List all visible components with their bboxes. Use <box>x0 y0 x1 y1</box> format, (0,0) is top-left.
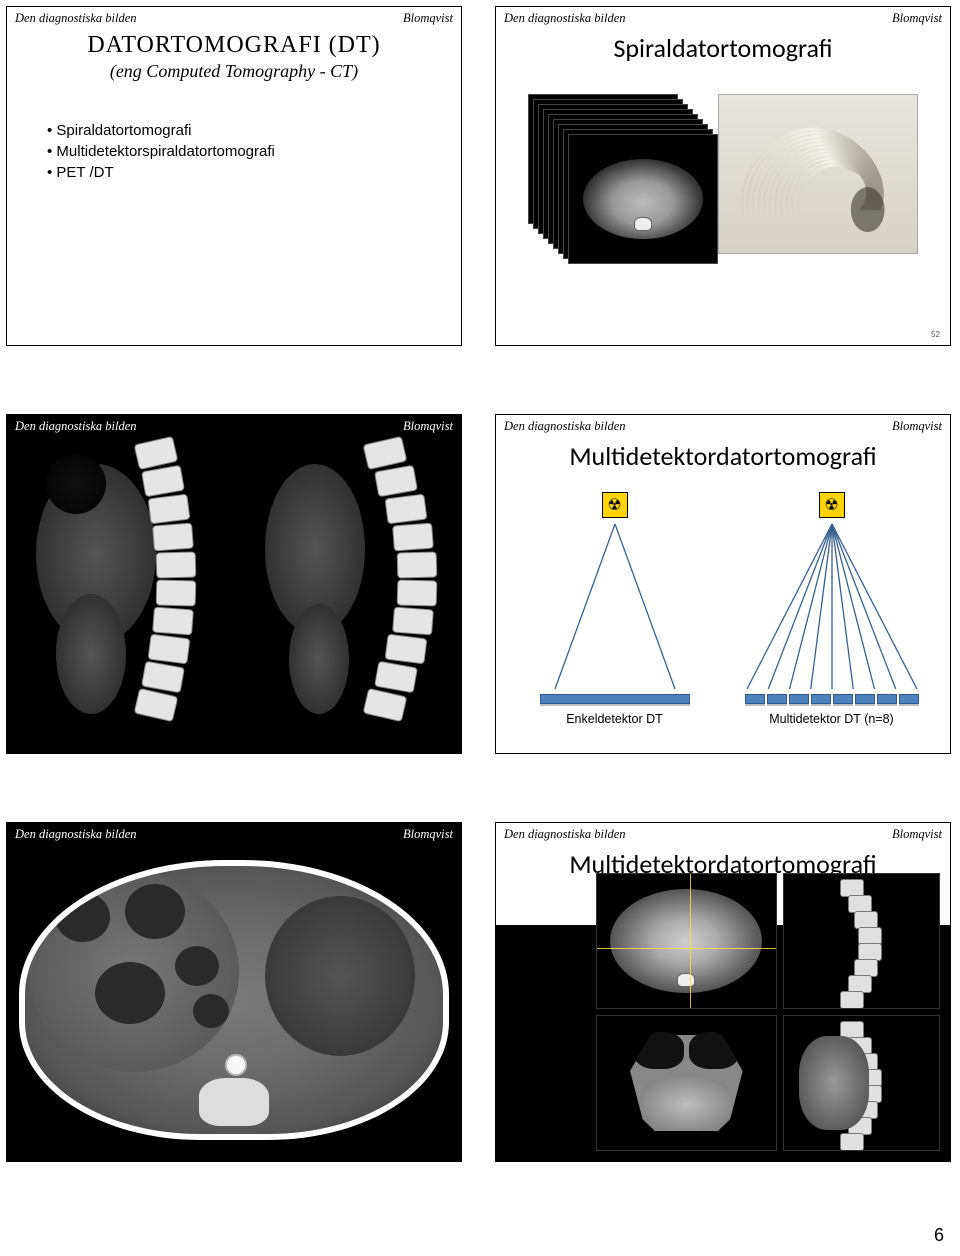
slinky-icon <box>723 99 913 249</box>
slide-header: Den diagnostiska bilden Blomqvist <box>496 415 950 436</box>
slide2-title: Spiraldatortomografi <box>496 32 950 64</box>
sagittal-pair <box>7 434 461 744</box>
axial-ct-liver <box>7 844 461 1156</box>
slide-3: Den diagnostiska bilden Blomqvist <box>6 414 462 754</box>
slide1-subtitle: (eng Computed Tomography - CT) <box>7 61 461 82</box>
header-left: Den diagnostiska bilden <box>15 419 137 434</box>
header-right: Blomqvist <box>892 419 942 434</box>
detector-row-single <box>515 694 715 704</box>
header-right: Blomqvist <box>403 419 453 434</box>
radiation-icon: ☢ <box>819 492 845 518</box>
slide-header: Den diagnostiska bilden Blomqvist <box>7 7 461 28</box>
slide-header: Den diagnostiska bilden Blomqvist <box>496 823 950 844</box>
header-left: Den diagnostiska bilden <box>15 11 137 26</box>
header-right: Blomqvist <box>403 827 453 842</box>
slide-5: Den diagnostiska bilden Blomqvist <box>6 822 462 1162</box>
mpr-coronal-bottom <box>596 1015 777 1151</box>
slide1-bullets: Spiraldatortomografi Multidetektorspiral… <box>7 122 461 181</box>
slide-4: Den diagnostiska bilden Blomqvist Multid… <box>495 414 951 754</box>
bullet-item: PET /DT <box>47 164 461 181</box>
multi-detector-group: ☢ Multidetektor DT (n=8) <box>732 492 932 726</box>
mpr-axial-top <box>596 873 777 1009</box>
slide2-imagery <box>496 94 950 274</box>
mpr-sagittal-bottom <box>783 1015 940 1151</box>
header-left: Den diagnostiska bilden <box>15 827 137 842</box>
header-left: Den diagnostiska bilden <box>504 11 626 26</box>
slide-header: Den diagnostiska bilden Blomqvist <box>7 823 461 844</box>
label-l2: fönster <box>504 900 542 914</box>
header-right: Blomqvist <box>892 827 942 842</box>
slide2-pagemark: 52 <box>931 330 940 339</box>
mpr-viewer <box>596 873 940 1151</box>
slide-header: Den diagnostiska bilden Blomqvist <box>7 415 461 436</box>
header-right: Blomqvist <box>403 11 453 26</box>
single-detector-group: ☢ Enkeldetektor DT <box>515 492 715 726</box>
slide-1: Den diagnostiska bilden Blomqvist DATORT… <box>6 6 462 346</box>
ct-slice-stack <box>528 94 698 274</box>
slide-2: Den diagnostiska bilden Blomqvist Spiral… <box>495 6 951 346</box>
multi-label: Multidetektor DT (n=8) <box>732 712 932 726</box>
bullet-item: Multidetektorspiraldatortomografi <box>47 143 461 160</box>
detector-row-multi <box>732 694 932 704</box>
header-left: Den diagnostiska bilden <box>504 419 626 434</box>
slinky-photo <box>718 94 918 254</box>
sagittal-ct-right <box>236 434 455 744</box>
header-right: Blomqvist <box>892 11 942 26</box>
slide-6: Den diagnostiska bilden Blomqvist Multid… <box>495 822 951 1162</box>
mpr-sagittal-top <box>783 873 940 1009</box>
slide4-title: Multidetektordatortomografi <box>496 440 950 472</box>
beam-lines-multi <box>732 524 932 689</box>
slide1-title: DATORTOMOGRAFI (DT) <box>7 32 461 59</box>
single-label: Enkeldetektor DT <box>515 712 715 726</box>
detector-diagram: ☢ Enkeldetektor DT ☢ Multidetektor DT (n… <box>496 492 950 726</box>
slide-header: Den diagnostiska bilden Blomqvist <box>496 7 950 28</box>
header-left: Den diagnostiska bilden <box>504 827 626 842</box>
sagittal-ct-left <box>13 434 232 744</box>
beam-lines-single <box>515 524 715 689</box>
radiation-icon: ☢ <box>602 492 628 518</box>
window-label: Mjukdels fönster <box>504 883 553 916</box>
label-l1: Mjukdels <box>504 884 553 898</box>
bullet-item: Spiraldatortomografi <box>47 122 461 139</box>
page-number: 6 <box>934 1225 944 1246</box>
